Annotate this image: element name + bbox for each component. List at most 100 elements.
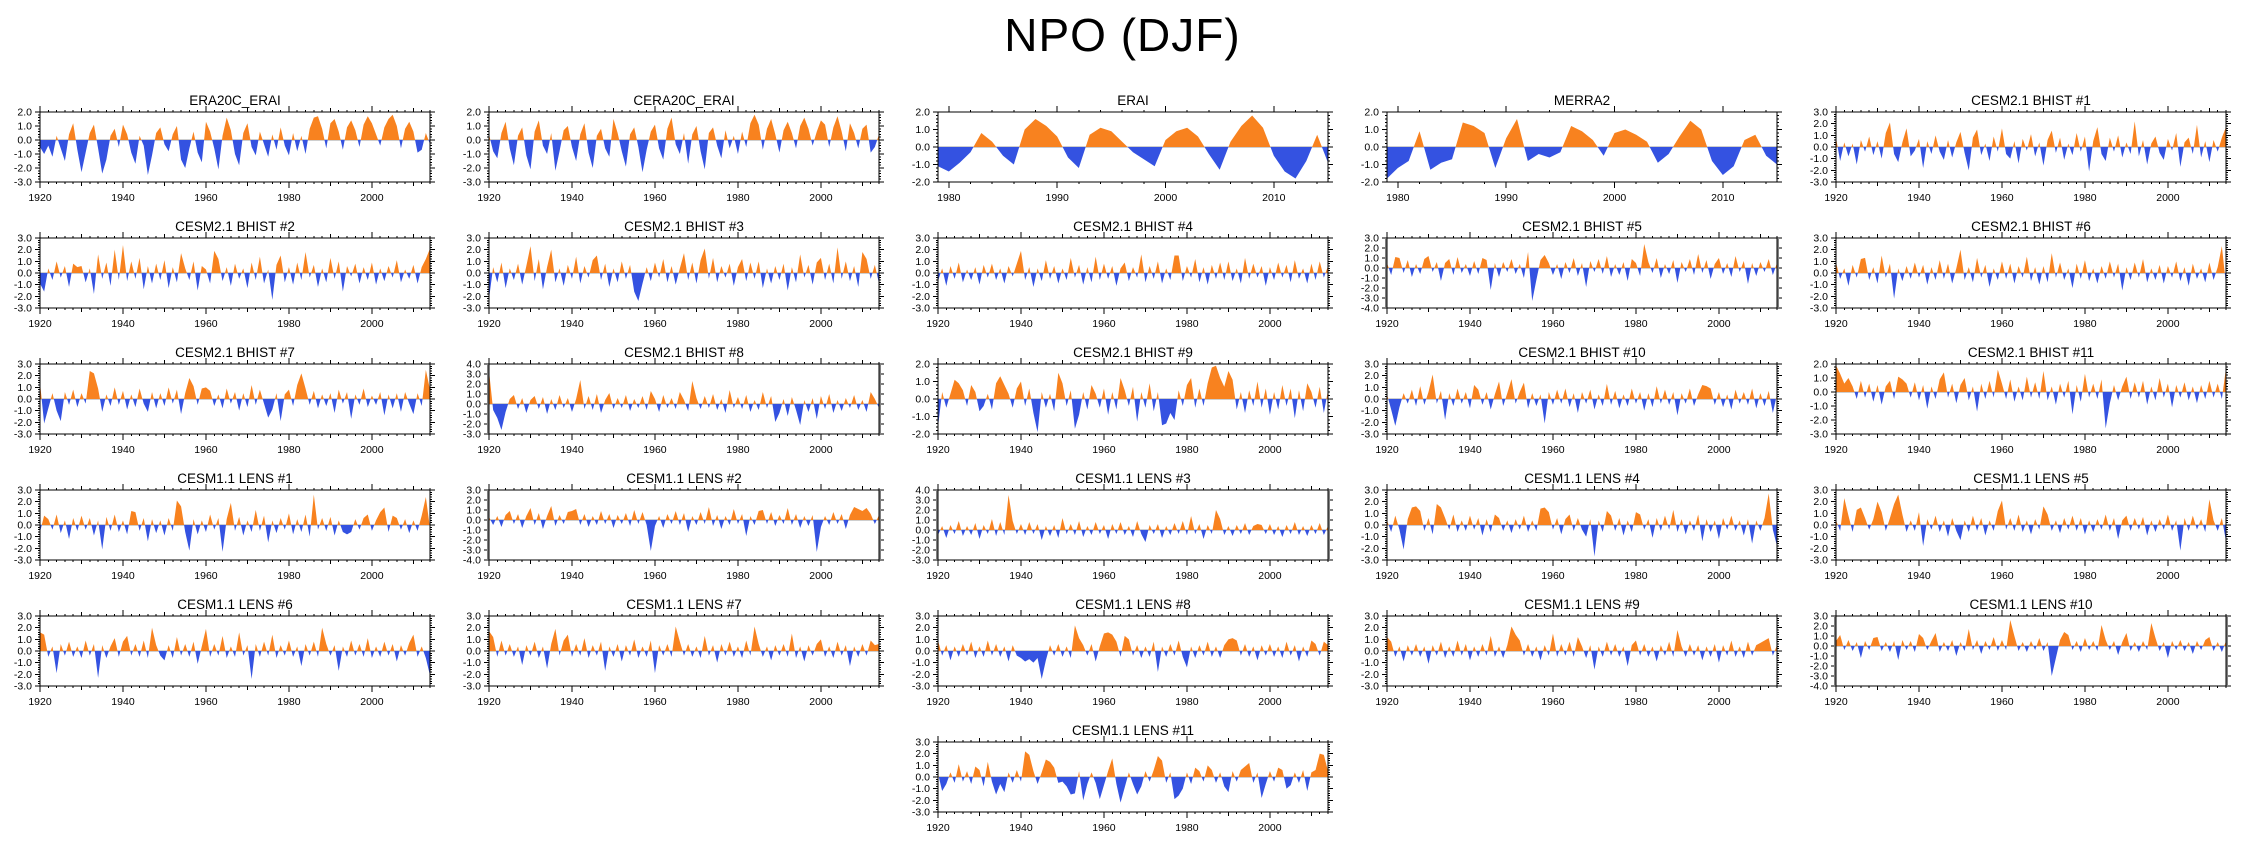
y-tick-label: -2.0	[463, 669, 481, 681]
x-tick-label: 1960	[194, 696, 218, 708]
x-tick-label: 1920	[926, 570, 950, 582]
y-tick-label: 1.0	[1813, 508, 1828, 520]
negative-area	[938, 530, 1328, 542]
x-tick-label: 1960	[194, 192, 218, 204]
x-tick-label: 1920	[28, 696, 52, 708]
negative-area	[938, 147, 1328, 179]
y-tick-label: -2.0	[1810, 661, 1828, 673]
y-tick-label: 1.0	[17, 256, 32, 268]
x-tick-label: 2000	[1258, 444, 1282, 456]
negative-area	[489, 140, 879, 173]
x-tick-label: 1980	[1175, 318, 1199, 330]
y-tick-label: -1.0	[14, 405, 32, 417]
x-tick-label: 1960	[1092, 696, 1116, 708]
y-tick-label: 2.0	[1813, 359, 1828, 371]
x-tick-label: 1940	[560, 318, 584, 330]
x-tick-label: 1940	[1907, 318, 1931, 330]
x-tick-label: 1980	[726, 318, 750, 330]
y-tick-label: 0.0	[915, 268, 930, 280]
x-tick-label: 1960	[643, 570, 667, 582]
y-tick-label: -1.0	[1810, 651, 1828, 663]
x-tick-label: 1980	[1624, 696, 1648, 708]
panel-cesm1-1-lens-3: CESM1.1 LENS #3 1920 1940 1960 1980 2000 -3.0-…	[898, 470, 1347, 596]
y-tick-label: 0.0	[915, 525, 930, 537]
positive-area	[40, 494, 430, 525]
x-tick-label: 1960	[1541, 696, 1565, 708]
y-tick-label: -2.0	[1810, 543, 1828, 555]
x-tick-label: 2000	[1258, 696, 1282, 708]
positive-area	[938, 115, 1328, 147]
y-tick-label: -2.0	[912, 795, 930, 807]
negative-area	[40, 140, 430, 175]
y-tick-label: 2.0	[17, 496, 32, 508]
y-tick-label: 2.0	[466, 107, 481, 119]
y-tick-label: -1.0	[1810, 279, 1828, 291]
y-tick-label: 1.0	[1364, 253, 1379, 265]
panel-cesm2-1-bhist-6: CESM2.1 BHIST #6 1920 1940 1960 1980 2000 -3.0…	[1796, 218, 2245, 344]
x-tick-label: 2000	[1154, 192, 1178, 204]
y-tick-label: -3.0	[14, 555, 32, 567]
x-tick-label: 2000	[2156, 192, 2180, 204]
x-tick-label: 1960	[194, 444, 218, 456]
y-tick-label: 1.0	[466, 256, 481, 268]
negative-area	[40, 525, 430, 552]
y-tick-label: 1.0	[17, 634, 32, 646]
negative-area	[1836, 273, 2226, 299]
y-tick-label: 0.0	[1813, 641, 1828, 653]
panel-title: CESM2.1 BHIST #2	[175, 219, 295, 234]
positive-area	[938, 250, 1328, 273]
x-tick-label: 1960	[643, 318, 667, 330]
cesm2-1-bhist-9-chart: CESM2.1 BHIST #9 1920 1940 1960 1980 2000 -2.0…	[912, 345, 1333, 456]
panel-title: CESM1.1 LENS #1	[177, 471, 293, 486]
cesm2-1-bhist-4-chart: CESM2.1 BHIST #4 1920 1940 1960 1980 2000 -3.0…	[912, 219, 1333, 330]
positive-area	[489, 246, 879, 273]
positive-area	[1387, 244, 1777, 268]
x-tick-label: 1920	[477, 570, 501, 582]
y-tick-label: 2.0	[466, 495, 481, 507]
y-tick-label: 1.0	[1813, 256, 1828, 268]
y-tick-label: 0.0	[1364, 394, 1379, 406]
x-tick-label: 1920	[28, 444, 52, 456]
y-tick-label: -3.0	[1810, 555, 1828, 567]
x-tick-label: 1980	[1624, 570, 1648, 582]
y-tick-label: 2.0	[466, 379, 481, 391]
y-tick-label: -2.0	[14, 163, 32, 175]
panel-cesm2-1-bhist-1: CESM2.1 BHIST #1 1920 1940 1960 1980 2000 -3.0…	[1796, 92, 2245, 218]
x-tick-label: 2000	[809, 570, 833, 582]
y-tick-label: -3.0	[1810, 177, 1828, 189]
y-tick-label: -1.0	[1810, 531, 1828, 543]
x-tick-label: 1960	[643, 444, 667, 456]
y-tick-label: -2.0	[14, 669, 32, 681]
panel-title: MERRA2	[1554, 93, 1610, 108]
x-tick-label: 2000	[2156, 444, 2180, 456]
y-tick-label: -1.0	[912, 411, 930, 423]
y-tick-label: 1.0	[1364, 508, 1379, 520]
cesm2-1-bhist-6-chart: CESM2.1 BHIST #6 1920 1940 1960 1980 2000 -3.0…	[1810, 219, 2231, 330]
panel-cesm2-1-bhist-9: CESM2.1 BHIST #9 1920 1940 1960 1980 2000 -2.0…	[898, 344, 1347, 470]
x-tick-label: 1980	[726, 696, 750, 708]
y-tick-label: -4.0	[1361, 303, 1379, 315]
x-tick-label: 1980	[1175, 570, 1199, 582]
y-tick-label: -2.0	[1810, 415, 1828, 427]
negative-area	[489, 520, 879, 552]
x-tick-label: 1920	[28, 192, 52, 204]
panel-cesm2-1-bhist-10: CESM2.1 BHIST #10 1920 1940 1960 1980 2000 -3.…	[1347, 344, 1796, 470]
x-tick-label: 1940	[1009, 570, 1033, 582]
y-tick-label: 3.0	[1813, 233, 1828, 245]
negative-area	[1387, 525, 1777, 557]
panel-title: CESM1.1 LENS #8	[1075, 597, 1191, 612]
positive-area	[489, 114, 879, 140]
y-tick-label: 1.0	[1813, 373, 1828, 385]
y-tick-label: 0.0	[17, 268, 32, 280]
x-tick-label: 2000	[1603, 192, 1627, 204]
x-tick-label: 1940	[111, 696, 135, 708]
y-tick-label: -1.0	[14, 279, 32, 291]
y-tick-label: -3.0	[1810, 429, 1828, 441]
y-tick-label: -1.0	[463, 657, 481, 669]
x-tick-label: 2000	[1258, 570, 1282, 582]
panel-cesm1-1-lens-1: CESM1.1 LENS #1 1920 1940 1960 1980 2000 -3.0-…	[0, 470, 449, 596]
panel-title: ERAI	[1117, 93, 1149, 108]
x-tick-label: 2000	[809, 444, 833, 456]
y-tick-label: -3.0	[1810, 303, 1828, 315]
